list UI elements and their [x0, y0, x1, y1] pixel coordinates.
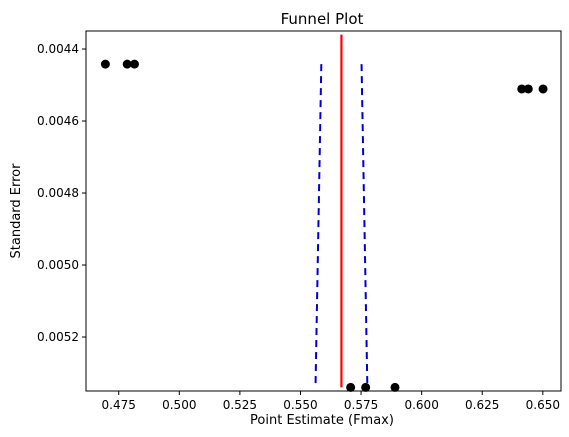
funnel-line-1 — [314, 64, 323, 388]
axes: 0.475 0.500 0.525 0.550 0.575 0.600 0.625 0.650… — [37, 30, 562, 412]
y-tick-label: 0.0046 — [37, 114, 79, 128]
data-point-6 — [538, 84, 548, 94]
data-point-5 — [523, 84, 533, 94]
x-tick-label: 0.500 — [162, 398, 196, 412]
y-tick-label: 0.0050 — [37, 258, 79, 272]
x-tick-label: 0.650 — [526, 398, 560, 412]
x-axis-label: Point Estimate (Fmax) — [250, 413, 394, 428]
data-point-7 — [346, 382, 356, 392]
x-tick-label: 0.475 — [102, 398, 136, 412]
x-tick-label: 0.550 — [283, 398, 317, 412]
data-point-2 — [122, 59, 132, 69]
y-tick-label: 0.0048 — [37, 186, 79, 200]
chart-title: Funnel Plot — [281, 10, 364, 28]
data-point-9 — [390, 382, 400, 392]
x-tick-label: 0.525 — [223, 398, 257, 412]
plot-frame — [85, 30, 562, 392]
y-tick-label: 0.0044 — [37, 42, 79, 56]
data-point-1 — [100, 59, 110, 69]
x-tick-label: 0.575 — [344, 398, 378, 412]
data-point-8 — [361, 382, 371, 392]
data-point-3 — [129, 59, 139, 69]
data-point-4 — [517, 84, 527, 94]
plot-area — [100, 34, 548, 392]
x-tick-label: 0.600 — [404, 398, 438, 412]
y-axis-label: Standard Error — [9, 163, 24, 259]
funnel-line-2 — [360, 64, 369, 388]
y-tick-label: 0.0052 — [37, 330, 79, 344]
x-tick-label: 0.625 — [465, 398, 499, 412]
